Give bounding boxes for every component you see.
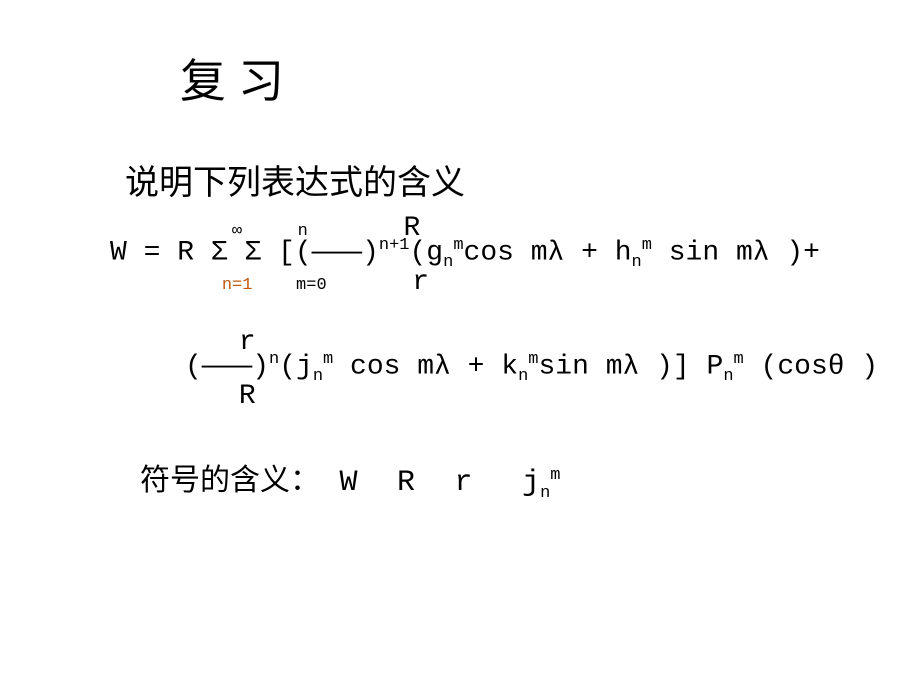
sum2-lower: m=0 [296,276,327,295]
exp-n: n [269,350,279,369]
lhs: W = R [110,237,211,268]
sin-term2: sin mλ )] P [538,351,723,382]
formula-line2-main: (———)n(jnm cos mλ + knmsin mλ )] Pnm (co… [110,351,880,383]
symbol-r: r [455,466,473,500]
h-sup: m [642,236,652,255]
formula-line1-lower: n=1 m=0 r [110,269,880,291]
exp-n1: n+1 [379,236,410,255]
j-open: (j [279,351,313,382]
g-open: (g [410,237,444,268]
sum1-lower: n=1 [222,276,253,295]
sum2: Σ [244,237,261,268]
symbol-j-base: j [522,466,540,500]
cos-term2: cos mλ + k [333,351,518,382]
symbol-j-sup: m [550,466,560,485]
sum1: Σ [211,237,228,268]
page-subtitle: 说明下列表达式的含义 [125,155,465,204]
formula-line2-upper: r [110,329,880,351]
p-sup: m [734,350,744,369]
frac1-denominator: r [412,267,429,298]
frac1-open: [(———) [261,237,379,268]
sin-term: sin mλ )+ [652,237,820,268]
formula-line1-upper: ∞ n R [110,215,880,237]
frac2-denominator: R [239,381,256,412]
formula-line1-main: W = R Σ Σ [(———)n+1(gnmcos mλ + hnm sin … [110,237,880,269]
symbol-W: W [340,466,358,500]
symbol-R: R [397,466,415,500]
symbols-label: 符号的含义： [140,464,320,497]
cos-term: cos mλ + h [464,237,632,268]
formula-line2-lower: R [110,383,880,405]
symbol-j-sub: n [540,484,550,503]
j-sup: m [323,350,333,369]
gap [228,237,245,268]
end-term: (cosθ ) [744,351,878,382]
symbol-j: jnm [522,466,560,500]
formula-block: ∞ n R W = R Σ Σ [(———)n+1(gnmcos mλ + hn… [110,215,880,405]
page-title: 复习 [180,45,296,111]
frac2-open: (———) [185,351,269,382]
symbols-meaning: 符号的含义： W R r jnm [140,455,560,503]
g-sup: m [453,236,463,255]
k-sup: m [528,350,538,369]
